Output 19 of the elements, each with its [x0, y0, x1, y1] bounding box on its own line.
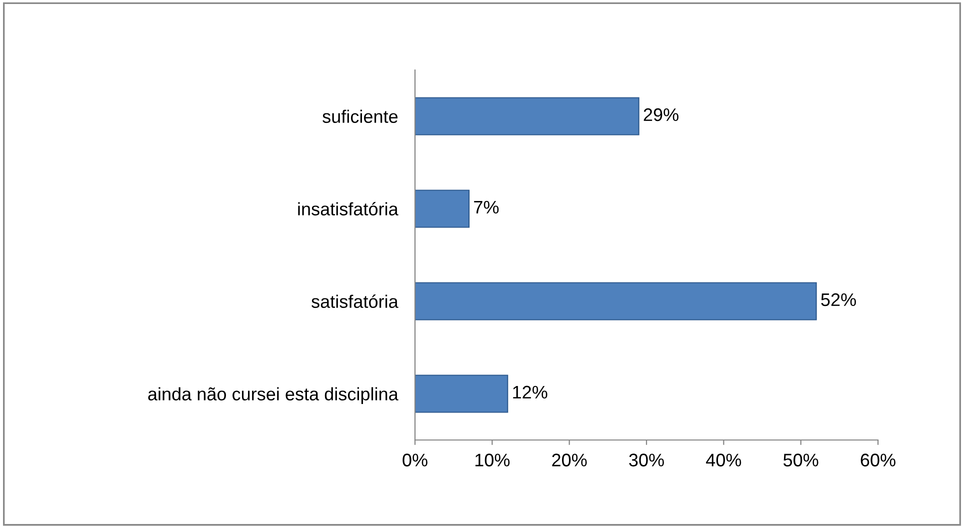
- y-tick-label: suficiente: [322, 110, 398, 123]
- y-tick-label: satisfatória: [312, 294, 398, 308]
- y-tick-label: ainda não cursei esta disciplina: [148, 387, 398, 404]
- x-tick-label: 20%: [552, 454, 587, 466]
- data-label: 12%: [513, 386, 548, 399]
- bar: [415, 97, 640, 136]
- bar: [415, 374, 508, 413]
- x-tick-label: 30%: [629, 454, 664, 466]
- bar: [415, 282, 817, 320]
- x-tick-label: 40%: [706, 454, 742, 466]
- x-tick-label: 10%: [475, 454, 510, 466]
- data-label: 29%: [644, 108, 678, 122]
- x-tick-label: 0%: [402, 454, 428, 466]
- bar: [415, 190, 470, 228]
- x-tick-label: 50%: [783, 454, 818, 466]
- x-tick-label: 60%: [860, 454, 896, 466]
- data-label: 7%: [474, 200, 499, 214]
- data-label: 52%: [821, 293, 856, 306]
- y-tick-label: insatisfatória: [298, 202, 398, 216]
